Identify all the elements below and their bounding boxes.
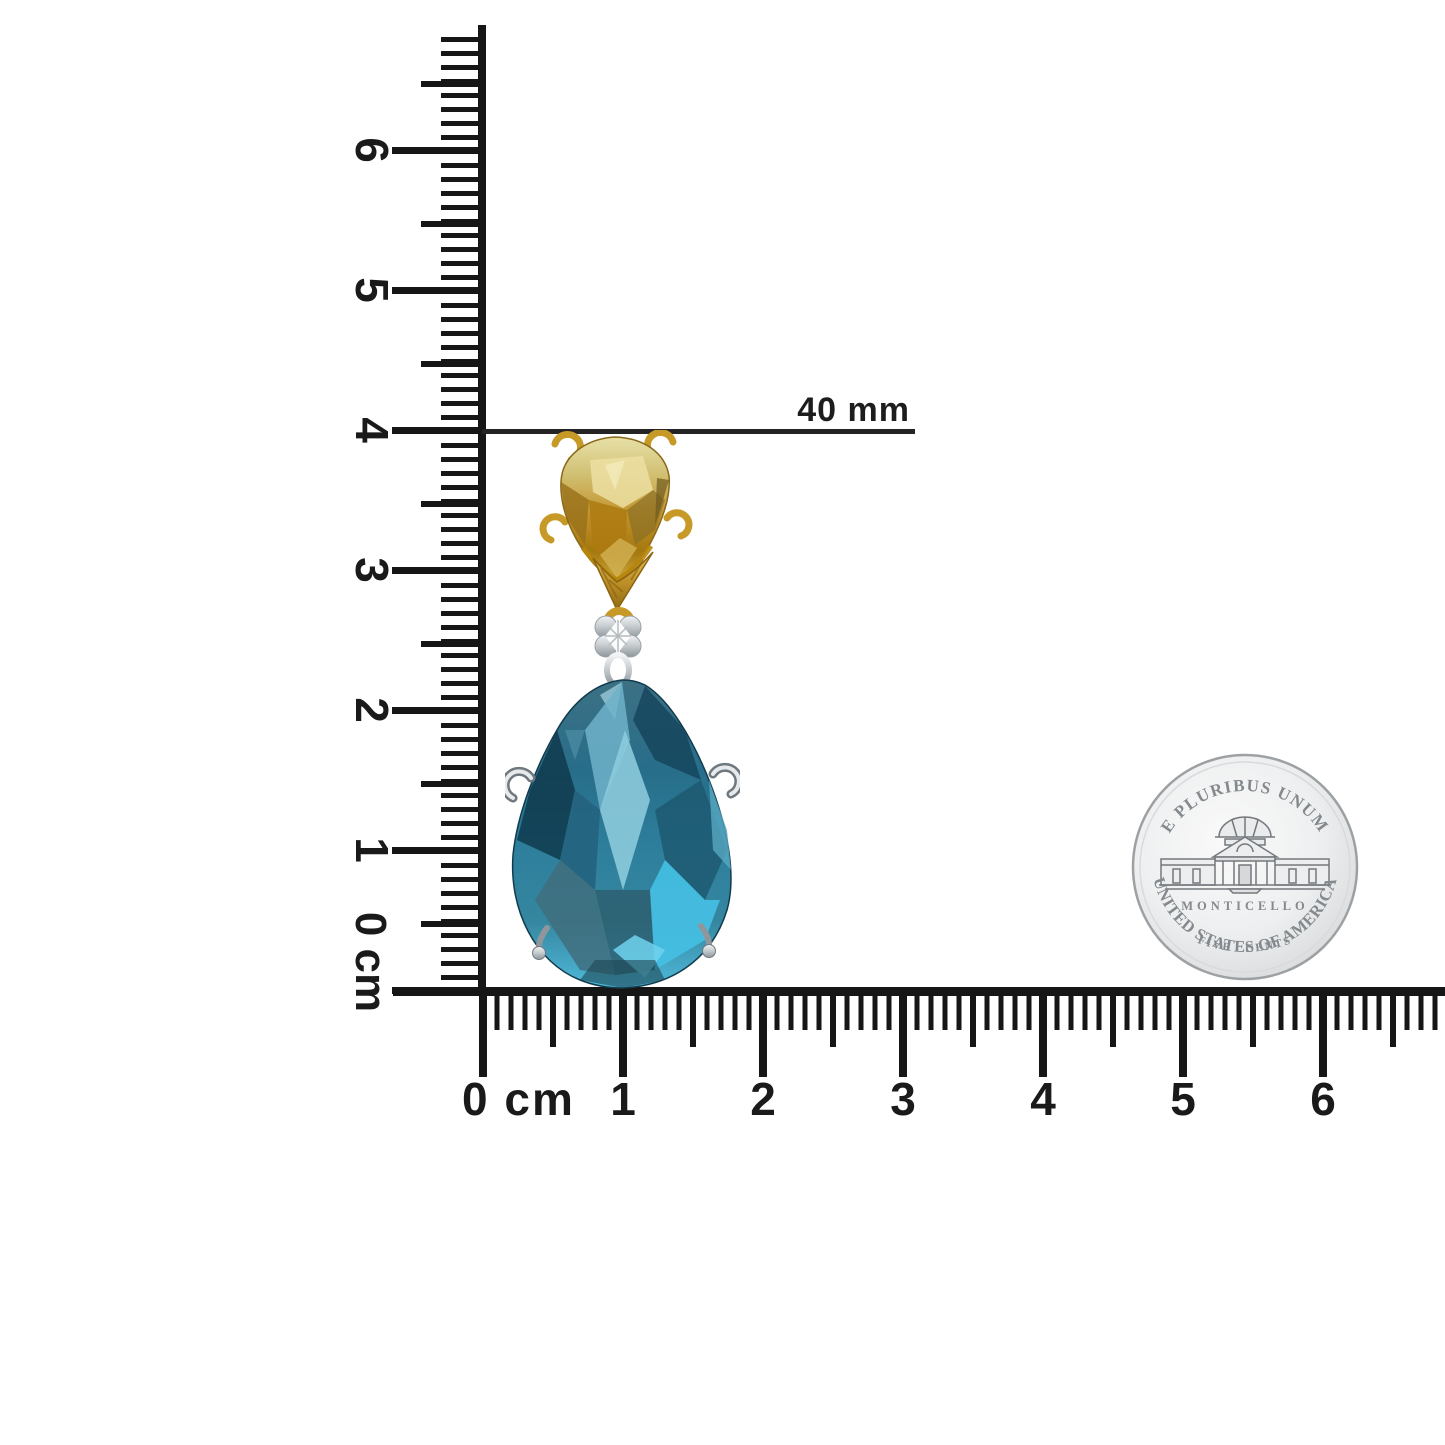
earring-illustration	[505, 430, 740, 989]
vertical-ruler-label-2: 2	[346, 697, 398, 723]
horizontal-ruler-zero-label: 0 cm	[462, 1073, 575, 1125]
horizontal-ruler-label-4: 4	[1030, 1073, 1056, 1125]
topaz-gem	[505, 679, 740, 989]
measurement-line	[482, 429, 915, 434]
horizontal-ruler-label-5: 5	[1170, 1073, 1196, 1125]
vertical-ruler-label-3: 3	[346, 557, 398, 583]
horizontal-ruler-label-6: 6	[1310, 1073, 1336, 1125]
horizontal-ruler-label-3: 3	[890, 1073, 916, 1125]
horizontal-ruler-label-1: 1	[610, 1073, 636, 1125]
vertical-ruler-label-4: 4	[346, 417, 398, 443]
horizontal-ruler-line	[393, 987, 1445, 996]
vertical-ruler-label-1: 1	[346, 837, 398, 863]
monticello-building-icon	[1159, 816, 1331, 894]
horizontal-ruler-label-2: 2	[750, 1073, 776, 1125]
coin-building-label: MONTICELLO	[1181, 899, 1309, 913]
vertical-ruler-label-6: 6	[346, 137, 398, 163]
measurement-label: 40 mm	[797, 391, 910, 429]
citrine-gem	[539, 430, 693, 583]
vertical-ruler-zero-label: 0 cm	[346, 911, 395, 1013]
horizontal-ruler-ticks	[479, 996, 1445, 1077]
vertical-ruler-ticks	[391, 28, 479, 994]
diamond-link	[594, 615, 642, 688]
vertical-ruler-line	[478, 25, 486, 996]
coin-illustration: E PLURIBUS UNUM	[1131, 753, 1359, 981]
topaz-prongs	[505, 762, 740, 960]
vertical-ruler-label-5: 5	[346, 277, 398, 303]
